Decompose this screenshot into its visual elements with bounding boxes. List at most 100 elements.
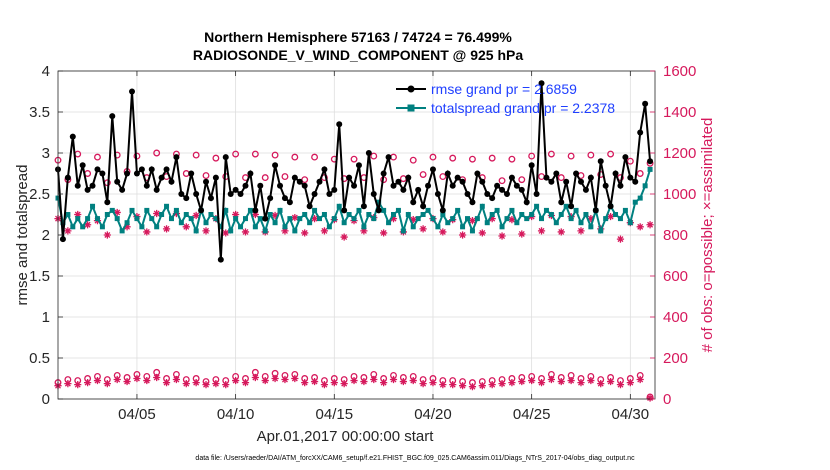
- totalspread-point: [420, 212, 426, 217]
- rmse-point: [163, 166, 170, 173]
- y-left-tick-label: 2.5: [29, 186, 50, 203]
- obs-assimilated-low-marker: [143, 376, 151, 385]
- obs-assimilated-low-marker: [310, 377, 319, 386]
- obs-assimilated-marker: [616, 235, 625, 243]
- rmse-point: [247, 170, 254, 177]
- obs-assimilated-marker: [64, 227, 72, 235]
- obs-possible-marker: [528, 152, 536, 160]
- totalspread-point: [321, 212, 327, 217]
- obs-possible-marker: [291, 153, 299, 161]
- rmse-point: [316, 178, 323, 185]
- obs-assimilated-marker: [232, 210, 240, 219]
- rmse-point: [74, 182, 81, 189]
- obs-possible-marker: [311, 153, 319, 161]
- rmse-point: [508, 174, 515, 181]
- obs-possible-marker: [153, 149, 161, 157]
- obs-assimilated-marker: [360, 227, 368, 235]
- totalspread-point: [543, 207, 549, 213]
- obs-assimilated-low-marker: [232, 376, 240, 385]
- totalspread-point: [193, 228, 199, 234]
- rmse-point: [563, 178, 570, 185]
- obs-possible-marker: [281, 173, 289, 181]
- obs-assimilated-low-marker: [103, 380, 111, 388]
- rmse-point: [617, 182, 624, 189]
- totalspread-point: [346, 212, 352, 217]
- obs-assimilated-low-marker: [301, 379, 309, 387]
- rmse-point: [173, 154, 180, 161]
- obs-assimilated-low-marker: [537, 379, 546, 387]
- totalspread-point: [573, 207, 579, 213]
- obs-assimilated-marker: [478, 229, 486, 237]
- rmse-point: [351, 182, 358, 189]
- obs-assimilated-low-marker: [182, 380, 190, 388]
- totalspread-point: [336, 203, 342, 209]
- obs-assimilated-low-marker: [449, 381, 457, 389]
- obs-assimilated-low-marker: [281, 375, 289, 384]
- obs-assimilated-low-marker: [636, 375, 644, 384]
- obs-assimilated-marker: [468, 217, 477, 225]
- rmse-point: [138, 166, 145, 173]
- obs-assimilated-low-marker: [439, 381, 447, 389]
- rmse-point: [94, 166, 101, 173]
- obs-assimilated-low-marker: [587, 376, 595, 385]
- totalspread-point: [297, 216, 303, 222]
- rmse-point: [543, 174, 550, 181]
- data-file-footer: data file: /Users/raeder/DAI/ATM_forcXX/…: [195, 455, 635, 462]
- totalspread-point: [262, 228, 268, 234]
- obs-assimilated-low-marker: [626, 379, 634, 387]
- rmse-point: [286, 199, 293, 206]
- obs-assimilated-marker: [172, 209, 181, 218]
- totalspread-point: [415, 216, 421, 222]
- rmse-point: [558, 199, 565, 206]
- totalspread-point: [119, 228, 125, 234]
- totalspread-point: [376, 199, 382, 205]
- totalspread-point: [154, 224, 160, 230]
- totalspread-point: [529, 212, 535, 217]
- obs-assimilated-low-marker: [192, 379, 200, 387]
- rmse-point: [499, 186, 506, 193]
- obs-assimilated-marker: [103, 231, 111, 239]
- obs-assimilated-marker: [498, 232, 506, 240]
- totalspread-point: [247, 207, 253, 213]
- totalspread-point: [99, 224, 105, 230]
- rmse-point: [207, 195, 214, 202]
- rmse-point: [331, 186, 338, 193]
- rmse-point: [632, 178, 639, 185]
- rmse-point: [272, 162, 279, 169]
- rmse-point: [311, 191, 318, 197]
- totalspread-point: [386, 220, 392, 226]
- totalspread-point: [109, 207, 115, 213]
- obs-assimilated-marker: [281, 227, 289, 235]
- obs-assimilated-low-marker: [606, 377, 615, 386]
- rmse-point: [188, 170, 195, 177]
- rmse-point: [429, 166, 436, 173]
- y-right-tick-label: 1000: [663, 186, 696, 203]
- legend-label-rmse: rmse grand pr = 2.6859: [431, 81, 577, 97]
- obs-assimilated-marker: [537, 227, 546, 235]
- obs-assimilated-marker: [301, 229, 309, 237]
- rmse-point: [346, 174, 353, 181]
- rmse-point: [642, 100, 649, 107]
- obs-assimilated-marker: [439, 228, 447, 236]
- totalspread-point: [129, 207, 135, 213]
- rmse-point: [415, 186, 422, 193]
- obs-assimilated-marker: [241, 228, 250, 236]
- totalspread-point: [188, 216, 194, 222]
- totalspread-point: [539, 216, 545, 222]
- obs-assimilated-low-marker: [330, 379, 338, 387]
- obs-assimilated-marker: [458, 231, 467, 239]
- legend-label-spread: totalspread grand pr = 2.2378: [431, 100, 615, 116]
- totalspread-point: [588, 224, 594, 230]
- obs-possible-marker: [232, 150, 240, 158]
- totalspread-point: [356, 207, 362, 213]
- rmse-point: [577, 178, 584, 185]
- chart-title-line2: RADIOSONDE_V_WIND_COMPONENT @ 925 hPa: [193, 47, 523, 63]
- totalspread-point: [287, 216, 293, 222]
- rmse-point: [158, 174, 165, 181]
- obs-possible-marker: [192, 151, 200, 159]
- rmse-point: [405, 174, 412, 181]
- obs-possible-marker: [587, 151, 595, 159]
- y-left-tick-label: 0: [42, 391, 50, 408]
- totalspread-point: [60, 220, 66, 226]
